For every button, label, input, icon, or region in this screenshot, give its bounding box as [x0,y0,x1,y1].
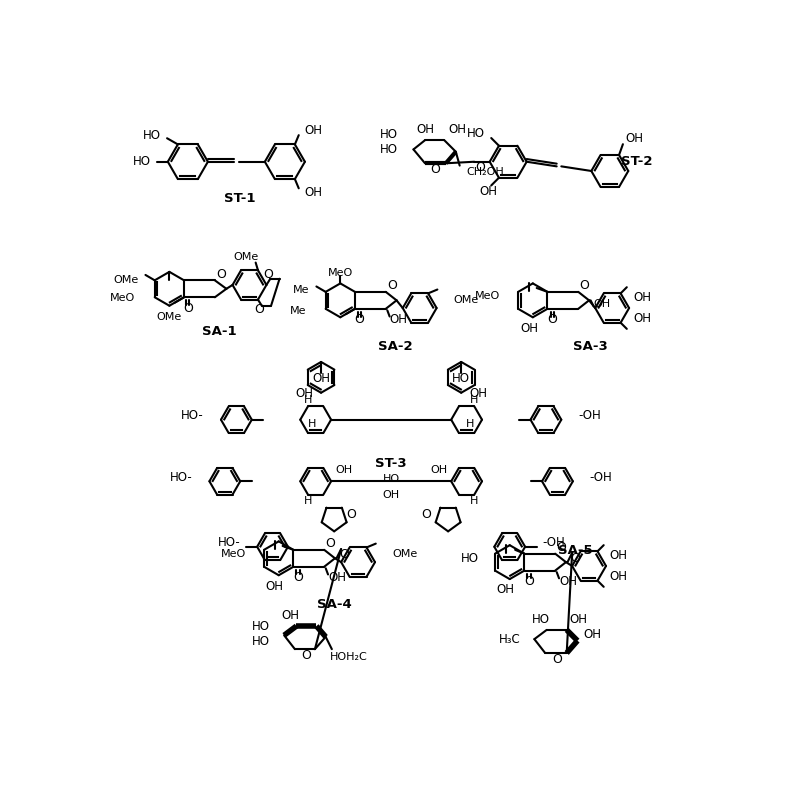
Text: HO: HO [461,552,479,565]
Text: OH: OH [328,571,346,584]
Text: OH: OH [583,628,602,641]
Text: SA-5: SA-5 [558,544,592,557]
Text: SA-3: SA-3 [573,340,608,353]
Text: MeO: MeO [110,293,135,303]
Text: OH: OH [610,570,628,583]
Text: SA-1: SA-1 [202,325,237,338]
Text: O: O [579,279,590,292]
Text: O: O [387,279,397,292]
Text: O: O [548,313,557,326]
Text: -OH: -OH [542,537,565,549]
Text: SA-2: SA-2 [379,340,413,353]
Text: OH: OH [593,299,610,309]
Text: OH: OH [497,583,515,596]
Text: HO: HO [143,129,161,142]
Text: OH: OH [569,613,587,626]
Text: MeO: MeO [221,549,246,560]
Text: OH: OH [312,373,330,385]
Text: OH: OH [295,387,313,400]
Text: OH: OH [469,387,487,400]
Text: OH: OH [448,123,466,136]
Text: O: O [325,537,336,550]
Text: OH: OH [520,322,538,334]
Text: O: O [254,303,265,316]
Text: ST-2: ST-2 [621,155,653,168]
Text: HO: HO [133,155,151,168]
Text: OMe: OMe [392,549,417,560]
Text: Me: Me [293,284,309,295]
Text: H: H [304,496,312,505]
Text: ST-3: ST-3 [375,457,407,470]
Text: OMe: OMe [157,311,182,322]
Text: OMe: OMe [453,295,479,306]
Text: HOH₂C: HOH₂C [329,652,367,661]
Text: MeO: MeO [475,291,501,302]
Text: OMe: OMe [113,275,139,284]
Text: HO-: HO- [170,471,193,484]
Text: O: O [524,575,534,588]
Text: HO-: HO- [218,537,240,549]
Text: HO: HO [452,373,470,385]
Text: CH₂OH: CH₂OH [466,166,505,177]
Text: OH: OH [633,291,651,304]
Text: H₃C: H₃C [499,633,520,646]
Text: O: O [552,653,563,665]
Text: H: H [470,396,478,405]
Text: OH: OH [625,131,643,145]
Text: OH: OH [304,186,322,200]
Text: O: O [301,649,312,661]
Text: OH: OH [383,490,400,500]
Text: HO-: HO- [181,409,204,423]
Text: O: O [430,163,441,176]
Text: HO: HO [467,127,485,140]
Text: O: O [263,268,273,282]
Text: SA-4: SA-4 [316,598,351,611]
Text: OH: OH [390,313,407,326]
Text: HO: HO [383,474,400,484]
Text: OH: OH [633,312,651,326]
Text: OH: OH [559,575,577,588]
Text: H: H [304,396,312,405]
Text: HO: HO [380,127,398,141]
Text: O: O [355,313,364,326]
Text: HO: HO [380,143,398,156]
Text: O: O [216,267,226,281]
Text: OH: OH [610,548,628,562]
Text: OH: OH [479,185,497,198]
Text: ST-1: ST-1 [225,192,256,205]
Text: O: O [476,162,485,174]
Text: HO: HO [252,619,270,633]
Text: O: O [556,541,567,554]
Text: MeO: MeO [328,267,353,278]
Text: OH: OH [430,465,447,474]
Text: OH: OH [416,123,434,136]
Text: OH: OH [266,579,284,592]
Text: O: O [183,302,193,314]
Text: -OH: -OH [579,409,601,423]
Text: HO: HO [532,613,549,626]
Text: Me: Me [290,306,306,316]
Text: OH: OH [304,124,322,137]
Text: OH: OH [281,609,299,622]
Text: OH: OH [335,465,352,474]
Text: H: H [470,496,478,505]
Text: HO: HO [252,635,270,648]
Text: -OH: -OH [590,471,613,484]
Text: H: H [466,419,475,428]
Text: O: O [293,571,303,584]
Text: O: O [339,548,349,561]
Text: O: O [346,508,356,521]
Text: H: H [308,419,316,428]
Text: OMe: OMe [233,252,258,262]
Text: O: O [570,552,579,565]
Text: O: O [422,508,431,521]
